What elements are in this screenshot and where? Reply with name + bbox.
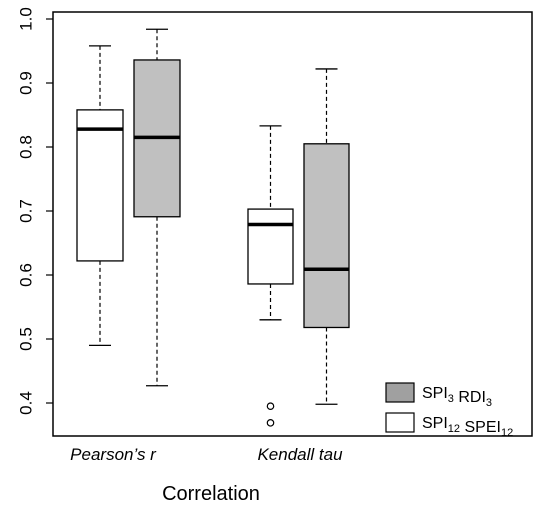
y-tick-label: 0.6 [16, 263, 35, 287]
box-iqr [303, 143, 350, 329]
box-group [76, 28, 350, 427]
plot-frame [52, 11, 533, 437]
box-iqr [247, 208, 294, 285]
y-tick-label: 0.8 [16, 135, 35, 159]
y-tick-label: 0.4 [16, 391, 35, 415]
legend-label: SPI3 RDI3 [422, 385, 492, 409]
category-labels: Pearson’s r Kendall tau [70, 445, 343, 464]
category-label: Pearson’s r [70, 445, 157, 464]
y-tick-label: 0.5 [16, 327, 35, 351]
legend-entry: SPI3 RDI3 [385, 382, 492, 409]
legend-swatch [385, 382, 415, 403]
outlier-point [266, 419, 275, 427]
legend-entry: SPI12 SPEI12 [385, 412, 513, 439]
box-spi3_rdi3 [133, 28, 181, 387]
y-tick-label: 0.9 [16, 71, 35, 95]
legend: SPI3 RDI3 SPI12 SPEI12 [385, 382, 513, 439]
y-tick-label: 0.7 [16, 199, 35, 223]
x-axis-title: Correlation [162, 483, 260, 505]
outlier-point [266, 402, 275, 411]
y-axis: 0.4 0.5 0.6 0.7 0.8 0.9 1.0 [16, 7, 53, 415]
box-spi12_spei12 [76, 45, 124, 347]
box-spi12_spei12 [247, 125, 294, 427]
legend-swatch [385, 412, 415, 433]
box-iqr [76, 109, 124, 262]
legend-label: SPI12 SPEI12 [422, 415, 513, 439]
box-spi3_rdi3 [303, 68, 350, 405]
y-tick-label: 1.0 [16, 7, 35, 31]
category-label: Kendall tau [257, 445, 343, 464]
